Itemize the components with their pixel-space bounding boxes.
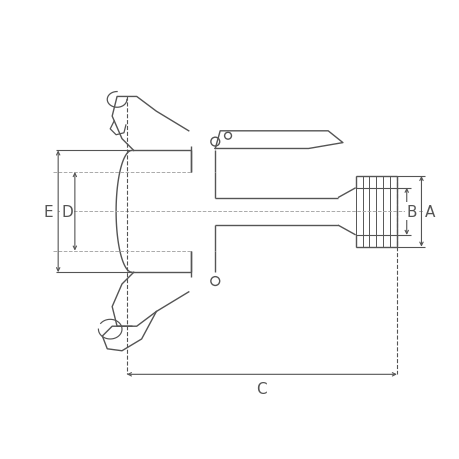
Text: D: D xyxy=(61,204,73,219)
Text: E: E xyxy=(44,204,53,219)
Text: A: A xyxy=(424,204,435,219)
Text: C: C xyxy=(256,381,267,396)
Text: B: B xyxy=(405,204,416,219)
